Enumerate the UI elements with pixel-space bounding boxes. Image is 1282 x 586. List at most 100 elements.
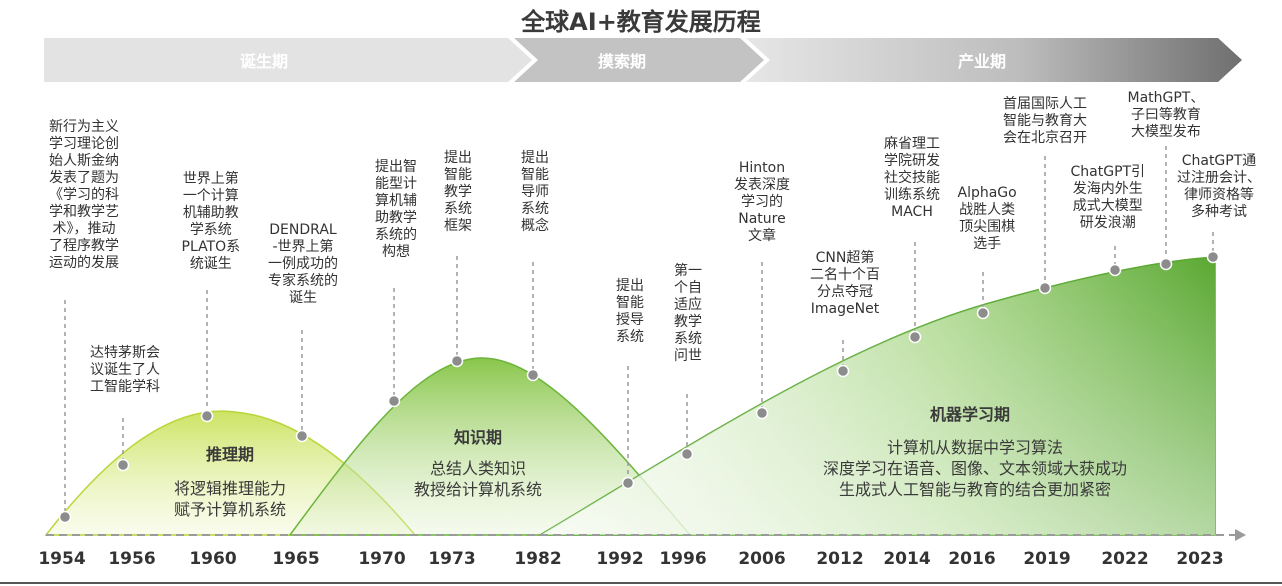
event-label-line: 一例成功的 [268,256,338,272]
event-label-line: 会在北京召开 [1003,130,1087,146]
year-label: 2022 [1101,549,1149,569]
year-label: 1992 [596,549,644,569]
event-label-line: 提出 [521,150,549,166]
event-label-line: 算机辅 [375,193,417,209]
event-label-line: 系统 [444,201,472,217]
event-label: 第一 个自 适应 教学 系统 问世 [674,263,702,365]
event-dot [1038,281,1052,295]
event-label-line: ChatGPT通 [1181,153,1257,169]
event-label: ChatGPT引 发海内外生 成式大模型 研发浪潮 [1071,164,1146,232]
event-label-line: 专家系统的 [268,273,338,289]
event-dot [680,447,694,461]
year-label: 2012 [816,549,864,569]
event-label-line: 新行为主义 [49,119,119,135]
event-label-line: 发海内外生 [1072,181,1143,197]
phase-label-industry: 产业期 [958,52,1007,71]
event-label-line: 社交技能 [884,170,940,186]
event-label: 新行为主义 学习理论创 始人斯金纳 发表了题为 《学习的科 学和教学艺 术》，推动 了程序教学… [49,119,119,272]
event-label-line: PLATO系 [181,239,241,255]
era-desc-line: 教授给计算机系统 [413,480,542,499]
event-dot [1206,250,1220,264]
event-label-line: 能型计 [375,176,417,192]
event-label: 提出 智能 授导 系统 [616,278,644,346]
event-dot [58,510,72,524]
event-label-line: 了程序教学 [49,238,119,254]
event-label-line: 子曰等教育 [1130,107,1201,123]
event-label-line: 机辅助教 [182,205,239,221]
event-label-line: Hinton [738,160,786,176]
event-label-line: ChatGPT引 [1070,164,1146,180]
year-label: 1965 [272,549,320,569]
event-label-line: 始人斯金纳 [49,153,119,169]
event-label-line: 系统 [521,201,549,217]
page-title: 全球AI+教育发展历程 [521,8,761,36]
event-label-line: 诞生 [289,290,317,306]
event-label-line: CNN超第 [815,250,875,266]
year-label: 1970 [358,549,406,569]
event-label-line: 顶尖围棋 [959,219,1016,235]
event-label-line: 术》，推动 [52,221,116,237]
event-label: AlphaGo 战胜人类 顶尖围棋 选手 [958,185,1017,253]
event-label-line: 工智能学科 [90,379,160,395]
event-dot [295,429,309,443]
event-label-line: Nature [738,211,786,227]
event-label-line: 文章 [748,228,776,244]
phase-arrow-1 [44,38,532,82]
event-label: 世界上第 一个计算 机辅助教 学系统 PLATO系 统诞生 [182,171,241,273]
event-label-line: ImageNet [810,301,880,317]
event-label-line: 教学 [674,314,702,330]
event-label-line: 学系统 [189,222,232,238]
event-label-line: 战胜人类 [959,202,1016,218]
event-label-line: 学习理论创 [49,136,119,152]
year-label: 2016 [948,549,996,569]
event-label-line: 世界上第 [182,171,239,187]
event-label-line: 训练系统 [884,187,940,203]
event-label: 提出智 能型计 算机辅 助教学 系统的 构想 [375,159,417,261]
event-label-line: 导师 [521,184,549,200]
year-label: 1982 [514,549,562,569]
event-label-line: 智能 [521,167,549,183]
event-label-line: 麻省理工 [884,136,940,152]
event-label-line: 助教学 [375,210,417,226]
event-label-line: 适应 [674,297,702,313]
event-label-line: 大模型发布 [1130,124,1201,140]
era-desc-line: 总结人类知识 [429,459,526,478]
era-title-reasoning: 推理期 [205,445,254,464]
event-label-line: 智能 [616,295,644,311]
event-label-line: 学和教学艺 [49,204,119,220]
event-label: 达特茅斯会 议诞生了人 工智能学科 [90,345,160,396]
event-dot [836,364,850,378]
event-label-line: 研发浪潮 [1079,215,1136,231]
phase-arrow-3 [746,38,1242,82]
event-label-line: 系统 [674,331,702,347]
event-label-line: MathGPT、 [1127,90,1205,106]
event-dot [450,354,464,368]
event-label: 提出 智能 教学 系统 框架 [444,150,472,235]
era-desc-knowledge: 总结人类知识 教授给计算机系统 [398,458,558,500]
event-label-line: 分点夺冠 [817,284,873,300]
event-label-line: 提出 [616,278,644,294]
event-label-line: 学院研发 [884,153,940,169]
event-label: 首届国际人工 智能与教育大 会在北京召开 [1003,96,1087,147]
event-label-line: 达特茅斯会 [90,345,160,361]
era-title-knowledge: 知识期 [453,428,502,447]
phase-arrow-2 [514,38,764,82]
event-label-line: 成式大模型 [1072,198,1143,214]
event-label: MathGPT、 子曰等教育 大模型发布 [1128,90,1205,141]
event-dot [621,476,635,490]
event-label-line: 概念 [521,218,549,234]
era-desc-line: 将逻辑推理能力 [173,479,286,498]
year-label: 1956 [108,549,156,569]
event-label: Hinton 发表深度 学习的 Nature 文章 [734,160,790,245]
event-label-line: 发表了题为 [49,170,119,186]
year-label: 1954 [38,549,86,569]
event-label: DENDRAL -世界上第 一例成功的 专家系统的 诞生 [268,222,338,307]
bottom-divider [0,582,1282,584]
event-label: 提出 智能 导师 系统 概念 [521,150,549,235]
year-label: 1960 [189,549,237,569]
era-curve-fade [540,257,1215,535]
event-label-line: -世界上第 [272,239,334,255]
event-label-line: 智能与教育大 [1003,113,1087,129]
